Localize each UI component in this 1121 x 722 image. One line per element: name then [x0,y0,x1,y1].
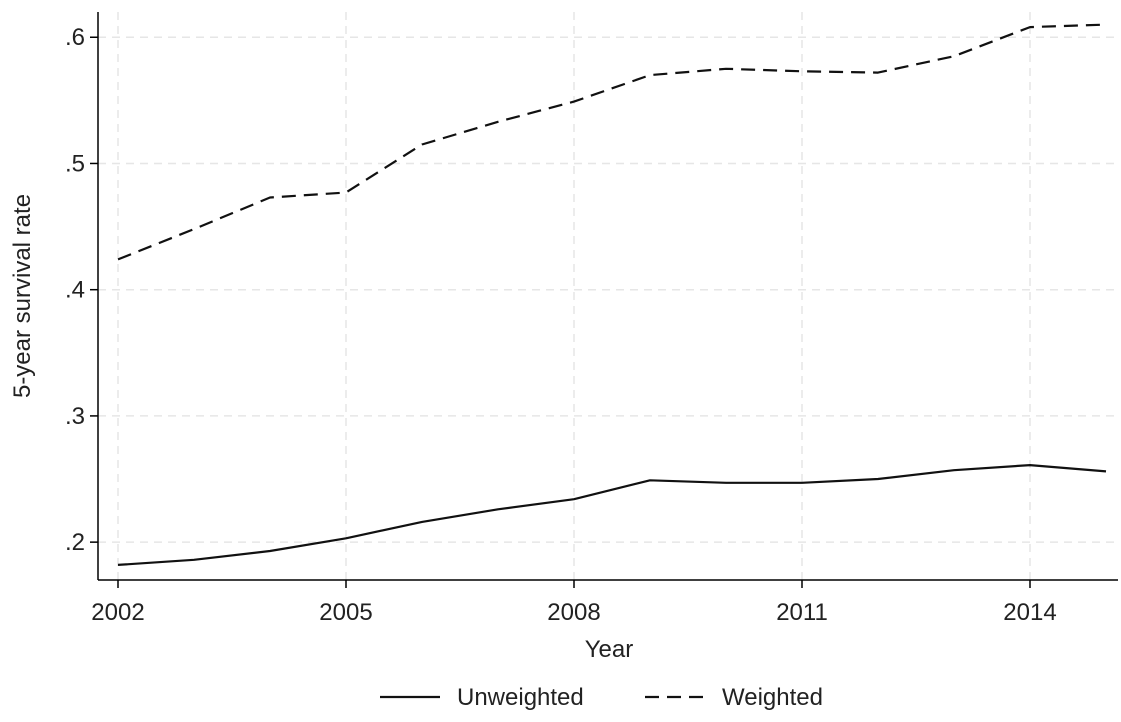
y-tick-label: .4 [65,277,85,304]
series-line-weighted [117,23,1107,261]
y-tick-label: .3 [65,403,85,430]
y-tick-label: .6 [65,24,85,51]
legend-label-weighted: Weighted [722,684,823,711]
y-axis-title: 5-year survival rate [9,194,36,398]
legend-label-unweighted: Unweighted [457,684,584,711]
grid-lines [98,12,1118,580]
x-tick-label: 2011 [776,599,828,626]
x-tick-label: 2014 [1003,599,1056,626]
ticks: .2 .3 .4 .5 .6 2002 2005 2008 2011 2014 [65,24,1057,626]
series-lines [117,23,1107,566]
x-axis-title: Year [585,636,634,663]
x-tick-label: 2002 [91,599,144,626]
y-tick-label: .5 [65,150,85,177]
x-tick-label: 2005 [319,599,372,626]
legend: Unweighted Weighted [380,684,823,711]
x-tick-label: 2008 [547,599,600,626]
series-line-unweighted [117,464,1107,566]
axes [97,12,1118,581]
y-tick-label: .2 [65,529,85,556]
